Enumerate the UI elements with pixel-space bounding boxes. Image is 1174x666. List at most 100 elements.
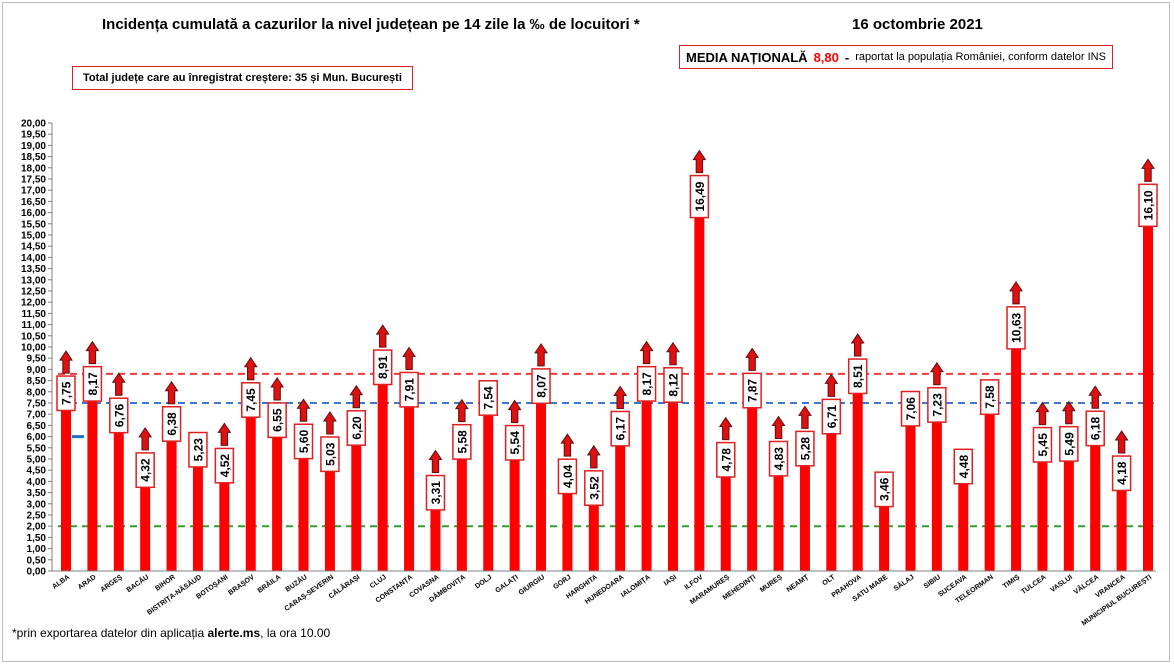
footnote-app: alerte.ms: [207, 626, 261, 640]
increase-arrow-icon: [111, 372, 126, 396]
data-label: 7,75: [60, 381, 74, 405]
x-tick-label: BACĂU: [124, 572, 150, 594]
national-average-value: 8,80: [813, 49, 839, 65]
y-tick-label: 5,50: [27, 443, 47, 454]
y-tick-label: 3,00: [27, 499, 47, 510]
increase-arrow-icon: [270, 377, 285, 401]
footnote: *prin exportarea datelor din aplicația a…: [12, 626, 330, 640]
data-label-box: [716, 441, 736, 478]
increase-arrow-icon: [402, 346, 417, 370]
y-tick-label: 1,50: [27, 533, 47, 544]
chart-title: Incidența cumulată a cazurilor la nivel …: [102, 16, 640, 33]
x-tick-label: ALBA: [51, 574, 71, 591]
y-axis: 0,000,501,001,502,002,503,003,504,004,50…: [21, 119, 1156, 578]
increase-arrow-icon: [243, 356, 258, 381]
bar: [377, 371, 388, 571]
data-label-box: [584, 470, 604, 506]
increase-arrow-icon: [666, 341, 680, 366]
x-tick-label: SĂLAJ: [892, 572, 916, 593]
y-tick-label: 18,00: [21, 163, 46, 174]
x-tick-label: TIMIȘ: [1002, 574, 1022, 591]
y-tick-label: 7,50: [27, 399, 47, 410]
data-label: 4,48: [957, 455, 971, 479]
x-tick-label: CARAȘ-SEVERIN: [284, 574, 335, 613]
increase-arrow-icon: [349, 384, 364, 409]
data-label: 4,83: [772, 447, 786, 471]
increase-arrow-icon: [639, 340, 654, 365]
x-tick-label: GIURGIU: [518, 574, 547, 597]
y-tick-label: 14,50: [21, 242, 46, 253]
x-tick-label: GALAȚI: [494, 574, 519, 595]
x-tick-label: VASLUI: [1049, 574, 1074, 594]
x-tick-label: GORJ: [552, 574, 572, 591]
data-label-box: [1006, 306, 1026, 350]
data-label-box: [372, 349, 393, 386]
increase-arrow-icon: [586, 444, 601, 469]
bar: [430, 496, 441, 571]
y-tick-label: 13,00: [21, 275, 46, 286]
data-label-box: [56, 375, 76, 412]
data-label-box: [135, 452, 155, 489]
y-tick-label: 10,00: [21, 343, 46, 354]
y-tick-label: 20,00: [21, 119, 46, 130]
y-tick-label: 9,00: [27, 365, 47, 376]
increase-arrow-icon: [850, 333, 865, 357]
data-label: 8,91: [376, 355, 390, 379]
increase-arrow-icon: [560, 433, 575, 457]
bar: [219, 469, 230, 571]
data-label: 8,17: [640, 372, 654, 396]
y-tick-label: 6,00: [27, 432, 47, 443]
data-label-box: [1111, 455, 1132, 492]
data-label: 6,20: [350, 416, 364, 440]
increase-arrow-icon: [296, 398, 311, 422]
x-tick-label: IALOMIȚA: [620, 574, 652, 599]
data-label: 4,78: [719, 448, 733, 472]
data-label: 6,55: [271, 408, 285, 432]
increase-arrow-icon: [824, 373, 839, 397]
increase-arrow-icon: [613, 385, 628, 409]
bar: [931, 409, 942, 571]
bar: [192, 453, 203, 571]
data-label: 7,23: [930, 393, 944, 417]
data-label: 5,58: [455, 430, 469, 454]
x-tick-label: ARAD: [77, 574, 98, 591]
bar: [483, 402, 494, 571]
data-label: 3,52: [587, 476, 601, 500]
increase-arrows: [59, 149, 1155, 474]
data-label-box: [1138, 183, 1158, 228]
increase-arrow-icon: [85, 340, 100, 365]
increase-arrow-icon: [1035, 401, 1050, 426]
y-tick-label: 6,50: [27, 421, 47, 432]
data-label-box: [742, 372, 762, 409]
bar: [694, 201, 705, 571]
x-tick-label: CLUJ: [369, 574, 388, 590]
data-label-box: [320, 436, 340, 473]
data-label-box: [293, 423, 314, 460]
data-label: 7,58: [983, 385, 997, 409]
data-label-box: [953, 448, 974, 485]
x-tick-label: OLT: [821, 573, 837, 587]
increase-arrow-icon: [375, 324, 390, 348]
data-label: 10,63: [1010, 313, 1024, 343]
data-label: 7,54: [482, 386, 496, 410]
data-label: 6,38: [165, 412, 179, 436]
data-label-box: [240, 382, 261, 418]
increase-arrow-icon: [59, 350, 73, 374]
data-label: 3,46: [878, 477, 892, 501]
report-date: 16 octombrie 2021: [852, 16, 983, 33]
bar: [536, 390, 547, 571]
increase-arrow-icon: [929, 361, 944, 386]
data-label-box: [768, 440, 789, 477]
data-label-box: [795, 430, 815, 467]
data-label-box: [900, 390, 921, 427]
bar: [615, 432, 626, 571]
y-tick-label: 13,50: [21, 264, 46, 275]
bar: [1116, 477, 1127, 571]
y-tick-label: 19,00: [21, 141, 46, 152]
y-tick-label: 0,00: [27, 567, 47, 578]
data-label: 3,31: [429, 481, 443, 505]
x-tick-label: DOLJ: [474, 574, 493, 591]
data-label: 6,71: [825, 405, 839, 429]
y-tick-label: 15,50: [21, 219, 46, 230]
counties-increase-text: Total județe care au înregistrat creșter…: [83, 72, 402, 84]
